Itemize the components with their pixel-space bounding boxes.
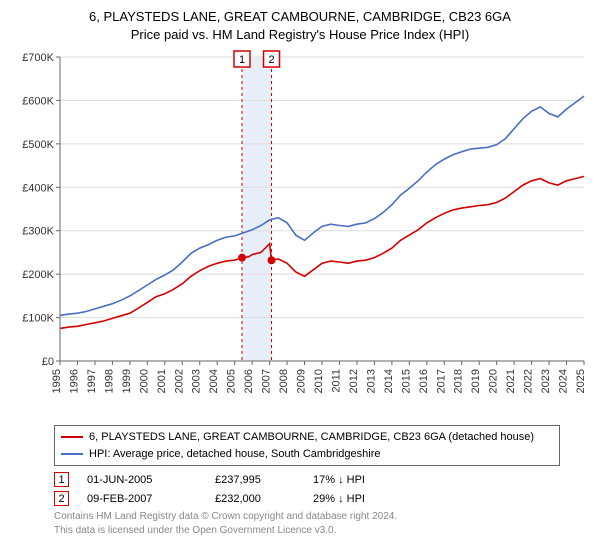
- svg-text:2023: 2023: [540, 369, 552, 393]
- svg-text:2009: 2009: [296, 369, 308, 393]
- transaction-marker-2: 2: [54, 491, 69, 506]
- transaction-date: 09-FEB-2007: [87, 493, 197, 505]
- chart-svg: £0 £100K £200K £300K £400K £500K £600K £700K 199…: [10, 49, 590, 419]
- svg-text:2015: 2015: [400, 369, 412, 393]
- svg-text:2007: 2007: [261, 369, 273, 393]
- svg-text:2008: 2008: [278, 369, 290, 393]
- transaction-diff: 29% ↓ HPI: [313, 493, 403, 505]
- legend-swatch-hpi: [61, 453, 83, 455]
- transaction-price: £237,995: [215, 474, 295, 486]
- svg-text:2: 2: [268, 54, 274, 66]
- svg-text:2012: 2012: [348, 369, 360, 393]
- transaction-marker-1: 1: [54, 472, 69, 487]
- transaction-row: 2 09-FEB-2007 £232,000 29% ↓ HPI: [54, 491, 560, 506]
- svg-text:£0: £0: [42, 356, 54, 368]
- svg-text:2025: 2025: [575, 369, 587, 393]
- title-line-1: 6, PLAYSTEDS LANE, GREAT CAMBOURNE, CAMB…: [10, 8, 590, 26]
- svg-text:£400K: £400K: [22, 182, 54, 194]
- footer-line-2: This data is licensed under the Open Gov…: [54, 524, 560, 538]
- svg-text:£600K: £600K: [22, 96, 54, 108]
- page-container: 6, PLAYSTEDS LANE, GREAT CAMBOURNE, CAMB…: [0, 0, 600, 543]
- svg-text:2024: 2024: [558, 369, 570, 393]
- svg-text:2006: 2006: [243, 369, 255, 393]
- svg-text:£700K: £700K: [22, 52, 54, 64]
- svg-text:1998: 1998: [103, 369, 115, 393]
- chart: £0 £100K £200K £300K £400K £500K £600K £700K 199…: [10, 49, 590, 419]
- legend-row-property: 6, PLAYSTEDS LANE, GREAT CAMBOURNE, CAMB…: [61, 429, 553, 446]
- transaction-diff: 17% ↓ HPI: [313, 474, 403, 486]
- svg-text:2000: 2000: [138, 369, 150, 393]
- svg-text:2022: 2022: [523, 369, 535, 393]
- legend: 6, PLAYSTEDS LANE, GREAT CAMBOURNE, CAMB…: [54, 425, 560, 466]
- footer-line-1: Contains HM Land Registry data © Crown c…: [54, 510, 560, 524]
- title-line-2: Price paid vs. HM Land Registry's House …: [10, 26, 590, 44]
- svg-text:2017: 2017: [435, 369, 447, 393]
- legend-swatch-property: [61, 436, 83, 438]
- transaction-row: 1 01-JUN-2005 £237,995 17% ↓ HPI: [54, 472, 560, 487]
- svg-text:1996: 1996: [68, 369, 80, 393]
- svg-text:2018: 2018: [453, 369, 465, 393]
- svg-text:2019: 2019: [470, 369, 482, 393]
- svg-text:1999: 1999: [121, 369, 133, 393]
- svg-text:2001: 2001: [156, 369, 168, 393]
- svg-text:2002: 2002: [173, 369, 185, 393]
- svg-text:£200K: £200K: [22, 269, 54, 281]
- transaction-date: 01-JUN-2005: [87, 474, 197, 486]
- svg-text:2021: 2021: [505, 369, 517, 393]
- svg-text:1997: 1997: [86, 369, 98, 393]
- svg-text:2016: 2016: [418, 369, 430, 393]
- svg-text:1995: 1995: [51, 369, 63, 393]
- transaction-price: £232,000: [215, 493, 295, 505]
- footer: Contains HM Land Registry data © Crown c…: [54, 510, 560, 537]
- svg-text:£300K: £300K: [22, 226, 54, 238]
- legend-label-property: 6, PLAYSTEDS LANE, GREAT CAMBOURNE, CAMB…: [89, 429, 534, 446]
- svg-text:2003: 2003: [191, 369, 203, 393]
- title-block: 6, PLAYSTEDS LANE, GREAT CAMBOURNE, CAMB…: [10, 8, 590, 43]
- svg-text:£500K: £500K: [22, 139, 54, 151]
- svg-text:2020: 2020: [488, 369, 500, 393]
- svg-text:£100K: £100K: [22, 313, 54, 325]
- svg-text:1: 1: [239, 54, 245, 66]
- legend-row-hpi: HPI: Average price, detached house, Sout…: [61, 446, 553, 463]
- svg-text:2014: 2014: [383, 369, 395, 393]
- svg-text:2005: 2005: [226, 369, 238, 393]
- svg-text:2004: 2004: [208, 369, 220, 393]
- svg-text:2013: 2013: [365, 369, 377, 393]
- svg-text:2010: 2010: [313, 369, 325, 393]
- transaction-table: 1 01-JUN-2005 £237,995 17% ↓ HPI 2 09-FE…: [54, 472, 560, 506]
- legend-label-hpi: HPI: Average price, detached house, Sout…: [89, 446, 380, 463]
- svg-text:2011: 2011: [330, 369, 342, 393]
